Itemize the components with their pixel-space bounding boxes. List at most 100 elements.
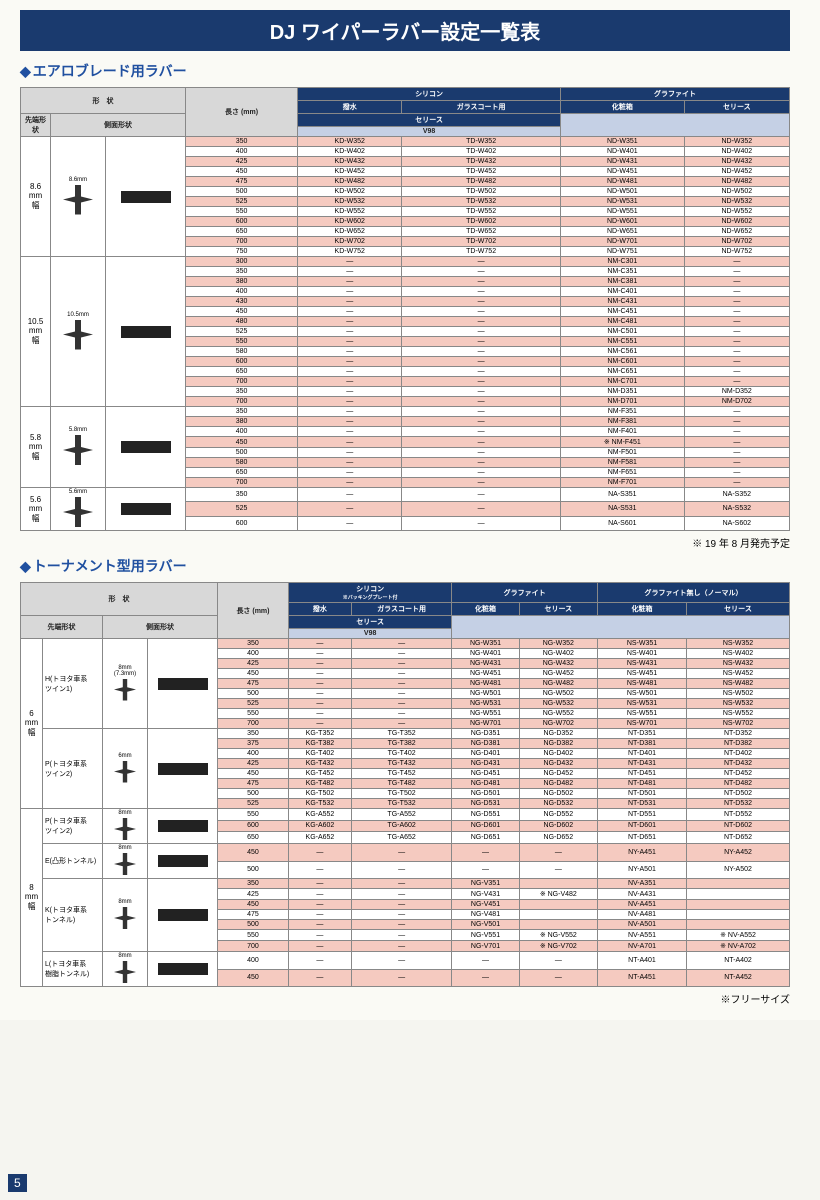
cell-length: 450 [186,437,298,448]
cell-code: NG-D601 [452,820,519,832]
table-row: 5.8 mm 幅5.8mm350——NM-F351— [21,407,790,417]
hdr-v98b [452,616,790,639]
cell-code: NV-A501 [597,920,686,930]
cell-code: NG-W402 [519,649,597,659]
cell-code: NT-D452 [687,769,790,779]
cell-code: — [298,317,402,327]
shape-name: P(トヨタ車系 ツイン2) [43,729,103,809]
cell-length: 425 [218,659,289,669]
cell-length: 700 [186,478,298,488]
cell-code: KD-W602 [298,217,402,227]
cell-code: — [519,861,597,879]
cell-code: KD-W652 [298,227,402,237]
cell-code: — [351,669,451,679]
hdr-graphite: グラファイト [560,88,789,101]
cell-length: 525 [186,327,298,337]
group-label: 5.6 mm 幅 [21,488,51,531]
cell-code: — [288,669,351,679]
cell-code: NT-D382 [687,739,790,749]
cell-code: ND-W652 [684,227,789,237]
cell-code: — [402,317,561,327]
cell-code: — [288,709,351,719]
cell-code: — [402,437,561,448]
cell-length: 430 [186,297,298,307]
table-row: L(トヨタ車系 樹脂トンネル)8mm400————NT-A401NT-A402 [21,952,790,970]
cell-code: — [288,900,351,910]
cell-code: — [288,969,351,987]
cell-code: NY-A451 [597,844,686,862]
cell-length: 425 [218,889,289,900]
cell-code: TD-W352 [402,137,561,147]
cell-code: — [298,448,402,458]
cell-code: NG-W502 [519,689,597,699]
cell-code: — [351,679,451,689]
table-row: 6 mm 幅H(トヨタ車系 ツイン1)8mm (7.3mm)350——NG-W3… [21,639,790,649]
cell-code: — [684,377,789,387]
section2-table: 形 状長さ (mm)シリコン※バッキングプレート付グラファイトグラファイト無し（… [20,582,790,987]
cell-length: 400 [186,147,298,157]
cell-code: NM-F581 [560,458,684,468]
cell-code: ND-W482 [684,177,789,187]
cell-code: ND-W352 [684,137,789,147]
cell-code: — [402,307,561,317]
cell-code: — [298,407,402,417]
cell-length: 480 [186,317,298,327]
hdr-water: 撥水 [298,101,402,114]
cell-code: TG-T502 [351,789,451,799]
cell-code: TD-W752 [402,247,561,257]
cell-code: NS-W502 [687,689,790,699]
cell-code: — [684,267,789,277]
table-row: 8 mm 幅P(トヨタ車系 ツイン2)8mm550KG-A552TG-A552N… [21,809,790,821]
hdr-shape: 形 状 [21,583,218,616]
cell-code: NS-W531 [597,699,686,709]
cell-length: 500 [218,920,289,930]
cell-code: NT-D532 [687,799,790,809]
page-number: 5 [8,1174,27,1192]
table-row: 8.6 mm 幅8.6mm350KD-W352TD-W352ND-W351ND-… [21,137,790,147]
cell-code: NV-A431 [597,889,686,900]
cell-code: NS-W432 [687,659,790,669]
note2: ※フリーサイズ [20,991,790,1006]
cell-code: NV-A481 [597,910,686,920]
tip-shape: 8mm [103,952,148,987]
cell-code: — [402,427,561,437]
cell-code: NT-D402 [687,749,790,759]
cell-code: NG-D382 [519,739,597,749]
cell-code: NS-W501 [597,689,686,699]
cell-code: NS-W452 [687,669,790,679]
shape-name: H(トヨタ車系 ツイン1) [43,639,103,729]
cell-code: — [288,920,351,930]
cell-code: NG-W551 [452,709,519,719]
cell-code: — [298,458,402,468]
cell-code: KG-T452 [288,769,351,779]
cell-code: — [351,689,451,699]
cell-length: 700 [186,397,298,407]
cell-length: 600 [186,516,298,530]
cell-code: — [452,969,519,987]
cell-code: — [452,844,519,862]
cell-code: NT-D651 [597,832,686,844]
cell-code: NS-W482 [687,679,790,689]
cell-code: KG-T402 [288,749,351,759]
cell-code: ND-W451 [560,167,684,177]
cell-code: KG-A652 [288,832,351,844]
group-label: 8 mm 幅 [21,809,43,987]
tip-shape: 5.6mm [51,488,106,531]
cell-code: — [298,347,402,357]
cell-code: TG-A552 [351,809,451,821]
cell-code: NT-D531 [597,799,686,809]
cell-code: NT-D502 [687,789,790,799]
cell-code: NS-W351 [597,639,686,649]
table-row: K(トヨタ車系 トンネル)8mm350——NG-V351NV-A351 [21,879,790,889]
cell-code: NM-C551 [560,337,684,347]
cell-code: — [288,910,351,920]
cell-code: NT-D381 [597,739,686,749]
cell-code: NS-W402 [687,649,790,659]
cell-length: 350 [186,137,298,147]
cell-code: — [298,488,402,502]
cell-code: NV-A351 [597,879,686,889]
cell-code: KG-A552 [288,809,351,821]
cell-code: — [684,257,789,267]
cell-code: NG-D532 [519,799,597,809]
cell-code: — [452,861,519,879]
